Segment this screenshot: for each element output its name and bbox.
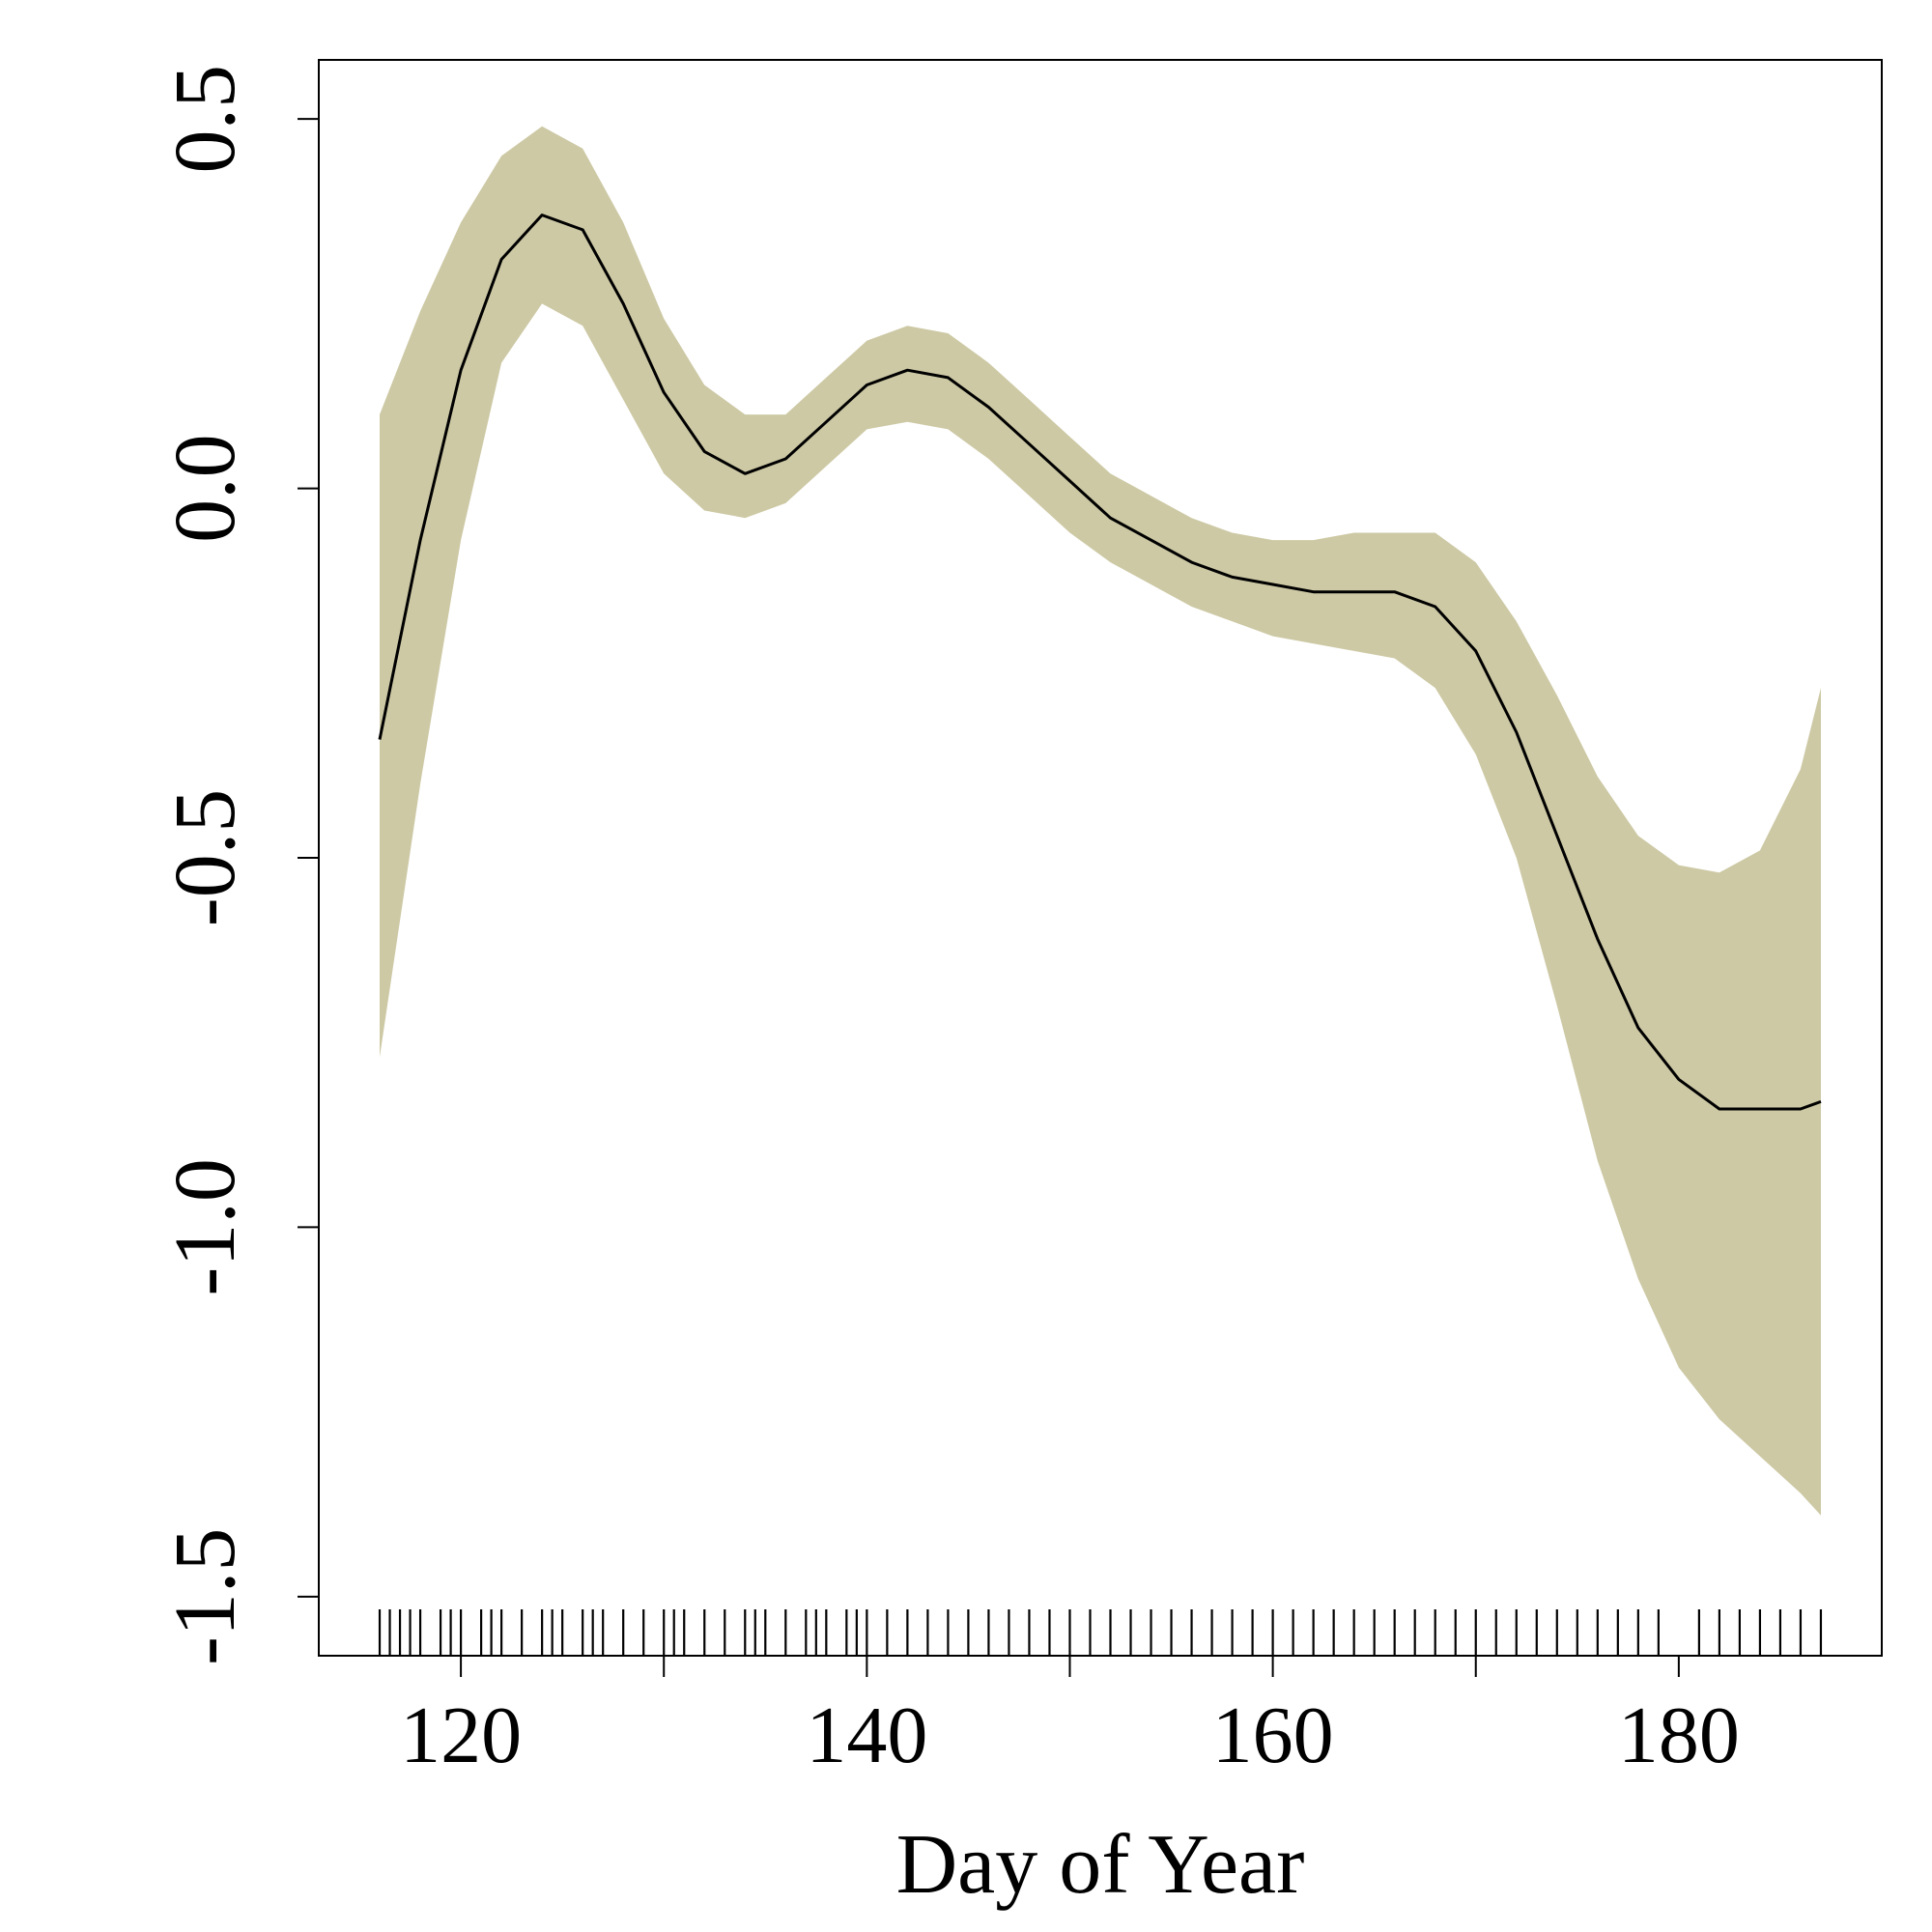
x-tick-label: 180 bbox=[1618, 1690, 1740, 1780]
x-axis: 120 140 160 180 bbox=[400, 1656, 1740, 1780]
x-tick-label: 140 bbox=[806, 1690, 927, 1780]
y-tick-label: -1.0 bbox=[157, 1158, 253, 1295]
confidence-band bbox=[380, 126, 1821, 1516]
y-tick-label: -0.5 bbox=[157, 789, 253, 926]
plot-area bbox=[378, 126, 1822, 1516]
y-axis: 0.5 0.0 -0.5 -1.0 -1.5 bbox=[157, 65, 319, 1665]
estimate-line bbox=[378, 213, 1822, 1111]
y-tick-label: -1.5 bbox=[157, 1528, 253, 1665]
y-tick-label: 0.5 bbox=[157, 65, 253, 174]
rug bbox=[378, 1609, 1823, 1656]
x-axis-title: Day of Year bbox=[896, 1818, 1305, 1912]
x-tick-label: 160 bbox=[1212, 1690, 1334, 1780]
y-tick-label: 0.0 bbox=[157, 434, 253, 542]
x-tick-label: 120 bbox=[400, 1690, 522, 1780]
